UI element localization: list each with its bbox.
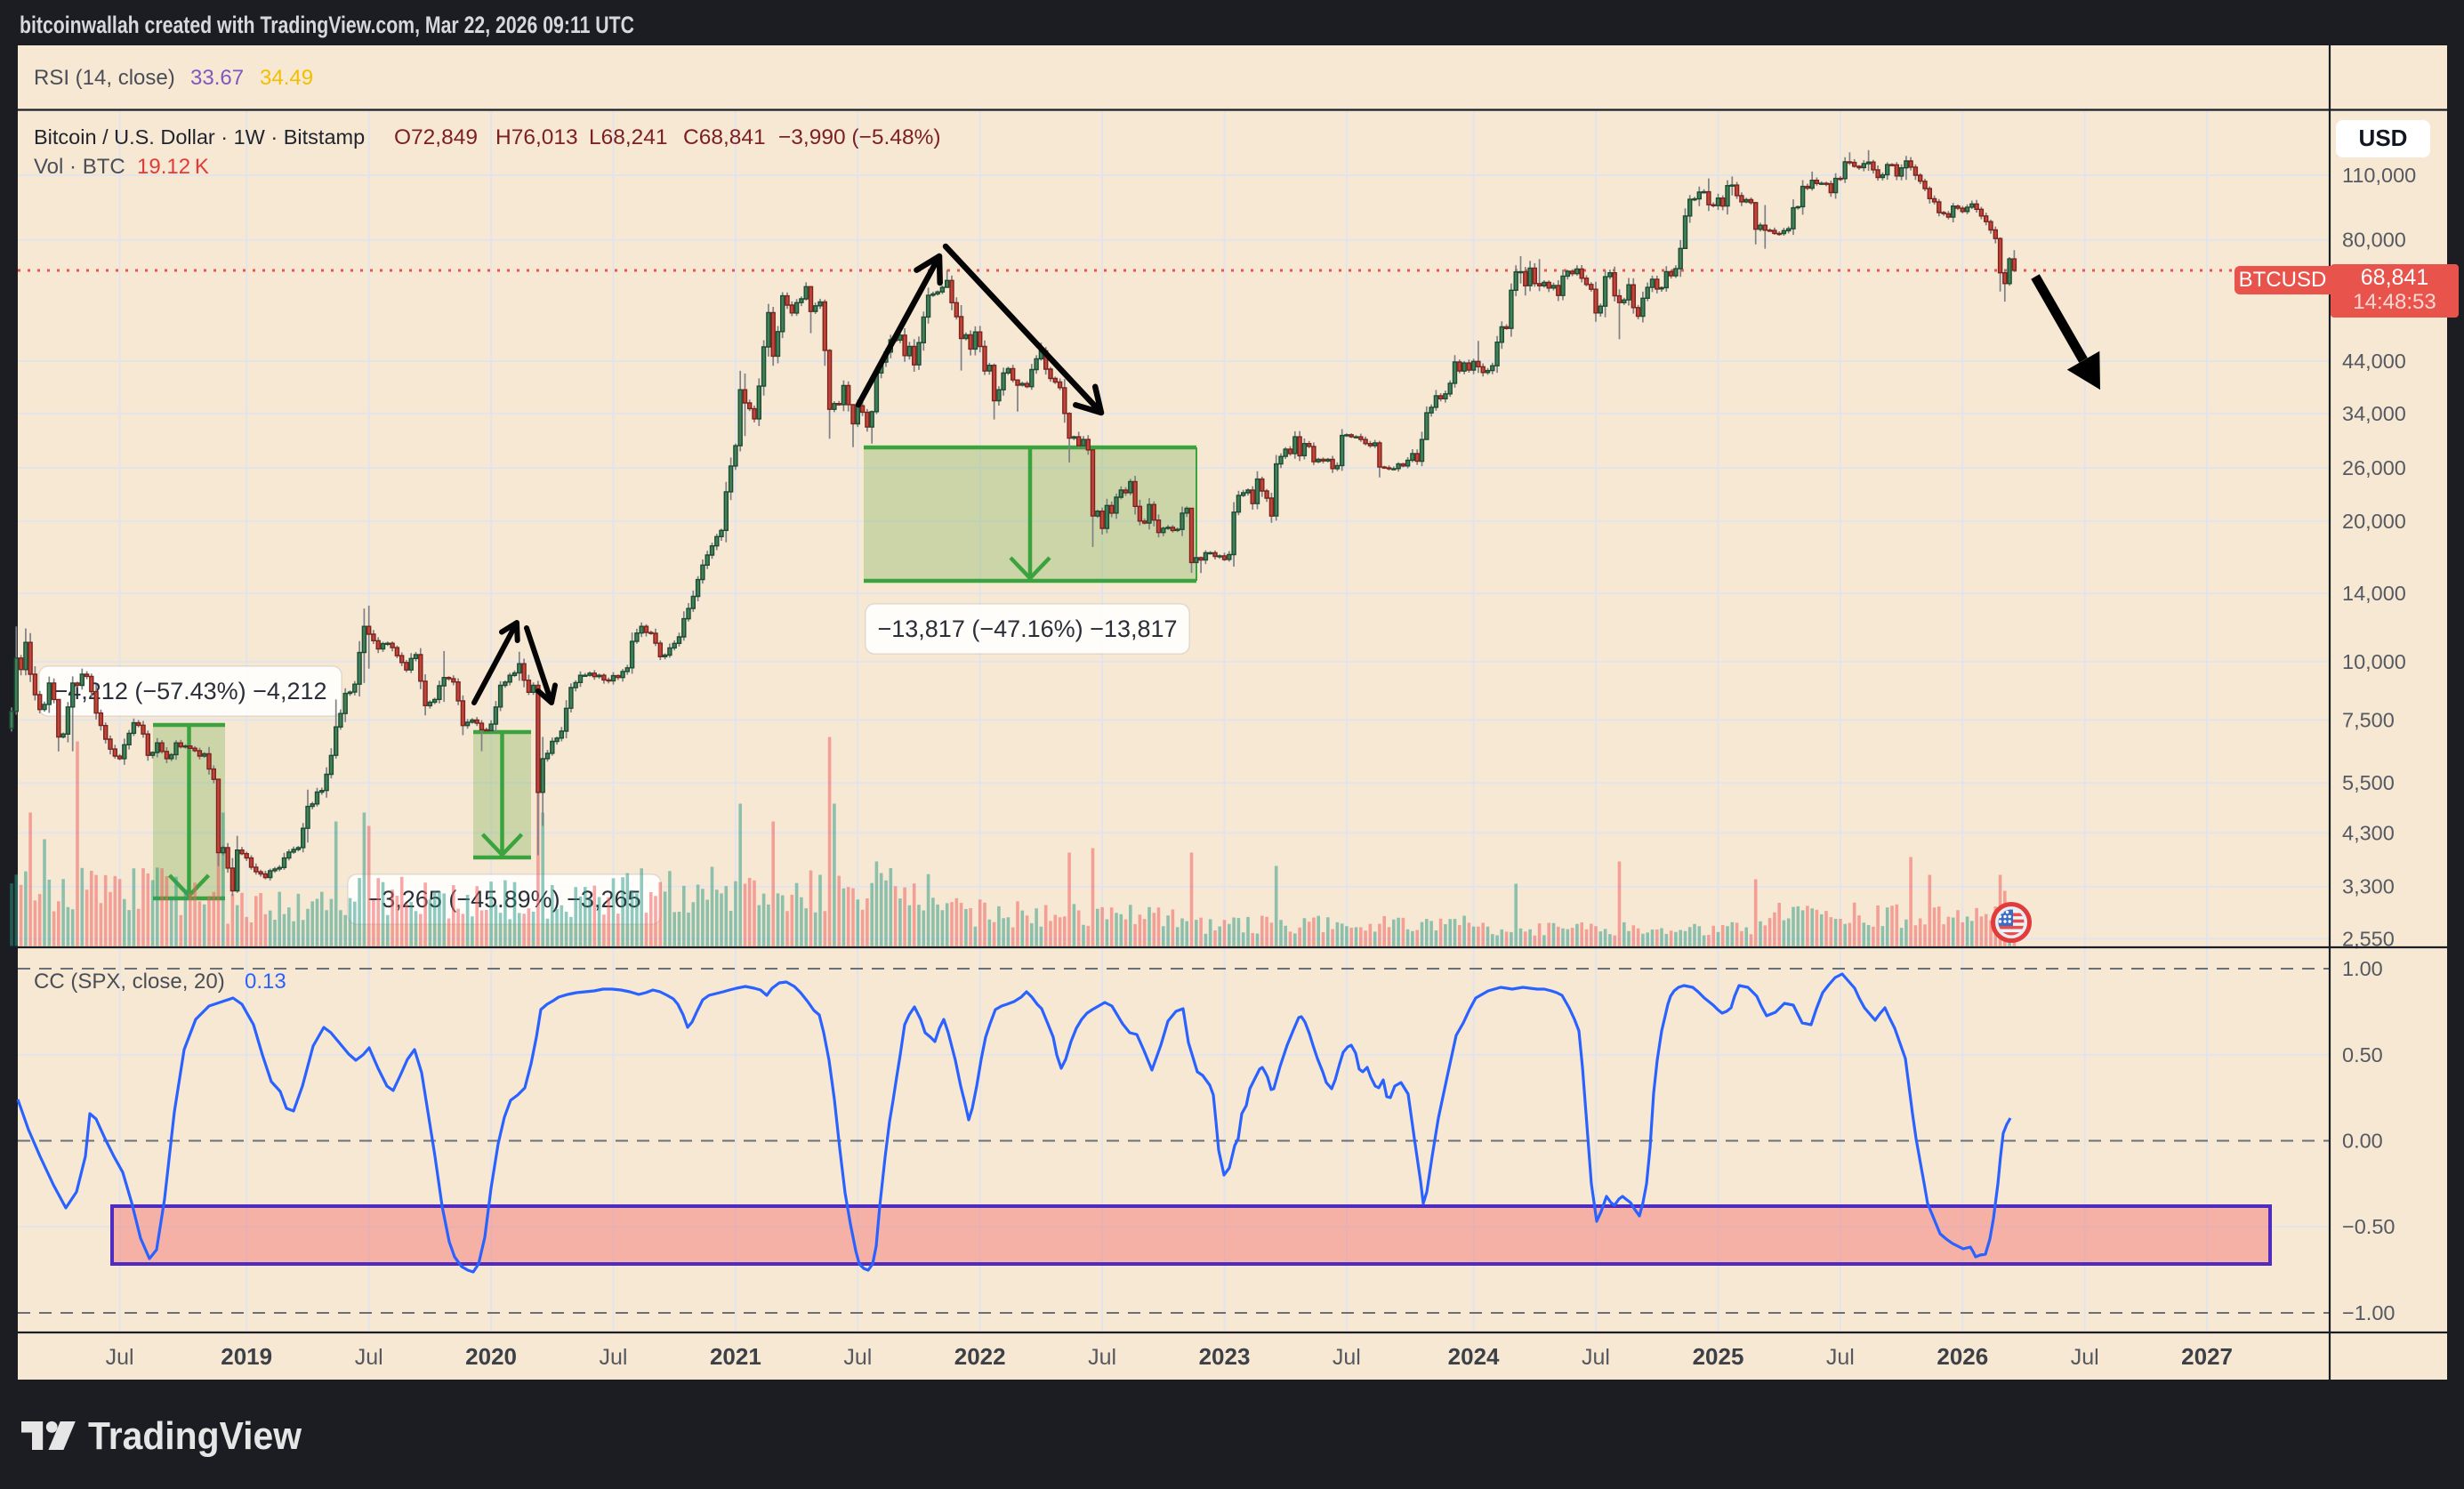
svg-text:7,500: 7,500 bbox=[2342, 709, 2395, 732]
svg-text:4,300: 4,300 bbox=[2342, 821, 2395, 844]
svg-text:TradingView: TradingView bbox=[88, 1414, 302, 1458]
svg-text:C68,841: C68,841 bbox=[683, 125, 766, 149]
svg-text:0.13: 0.13 bbox=[245, 970, 286, 994]
svg-text:19.12 K: 19.12 K bbox=[137, 155, 209, 179]
svg-text:Jul: Jul bbox=[600, 1345, 628, 1370]
svg-text:33.67: 33.67 bbox=[190, 66, 244, 90]
svg-text:68,841: 68,841 bbox=[2361, 265, 2428, 290]
svg-text:bitcoinwallah created with Tra: bitcoinwallah created with TradingView.c… bbox=[20, 12, 634, 38]
svg-text:26,000: 26,000 bbox=[2342, 456, 2406, 479]
svg-text:2020: 2020 bbox=[465, 1343, 517, 1370]
svg-text:Bitcoin / U.S. Dollar · 1W · B: Bitcoin / U.S. Dollar · 1W · Bitstamp bbox=[34, 125, 365, 149]
svg-text:Jul: Jul bbox=[2071, 1345, 2099, 1370]
svg-text:110,000: 110,000 bbox=[2342, 164, 2416, 187]
svg-text:20,000: 20,000 bbox=[2342, 510, 2406, 533]
svg-text:USD: USD bbox=[2359, 125, 2408, 151]
svg-text:Jul: Jul bbox=[1333, 1345, 1361, 1370]
svg-text:2026: 2026 bbox=[1937, 1343, 1988, 1370]
svg-text:−1.00: −1.00 bbox=[2342, 1301, 2395, 1324]
svg-text:2024: 2024 bbox=[1448, 1343, 1500, 1370]
svg-text:1.00: 1.00 bbox=[2342, 957, 2383, 980]
svg-text:2027: 2027 bbox=[2181, 1343, 2233, 1370]
svg-text:14:48:53: 14:48:53 bbox=[2353, 290, 2436, 314]
svg-text:−0.50: −0.50 bbox=[2342, 1215, 2395, 1238]
svg-text:34.49: 34.49 bbox=[260, 66, 313, 90]
svg-text:H76,013: H76,013 bbox=[495, 125, 578, 149]
svg-text:10,000: 10,000 bbox=[2342, 650, 2406, 673]
svg-text:Jul: Jul bbox=[1826, 1345, 1855, 1370]
svg-text:Vol · BTC: Vol · BTC bbox=[34, 155, 125, 179]
svg-text:Jul: Jul bbox=[355, 1345, 383, 1370]
svg-text:44,000: 44,000 bbox=[2342, 350, 2406, 373]
svg-text:Jul: Jul bbox=[106, 1345, 134, 1370]
svg-text:3,300: 3,300 bbox=[2342, 875, 2395, 898]
svg-text:2023: 2023 bbox=[1199, 1343, 1251, 1370]
svg-text:2022: 2022 bbox=[954, 1343, 1006, 1370]
svg-text:−3,990 (−5.48%): −3,990 (−5.48%) bbox=[778, 125, 941, 149]
svg-text:2021: 2021 bbox=[710, 1343, 761, 1370]
svg-text:O72,849: O72,849 bbox=[394, 125, 478, 149]
svg-text:0.50: 0.50 bbox=[2342, 1043, 2383, 1066]
svg-text:Jul: Jul bbox=[1582, 1345, 1610, 1370]
svg-text:Jul: Jul bbox=[843, 1345, 872, 1370]
svg-text:Jul: Jul bbox=[1088, 1345, 1116, 1370]
svg-text:2019: 2019 bbox=[221, 1343, 272, 1370]
svg-text:34,000: 34,000 bbox=[2342, 402, 2406, 425]
svg-text:RSI (14, close): RSI (14, close) bbox=[34, 66, 175, 90]
svg-text:−13,817 (−47.16%) −13,817: −13,817 (−47.16%) −13,817 bbox=[877, 616, 1177, 642]
svg-text:2025: 2025 bbox=[1693, 1343, 1744, 1370]
svg-text:0.00: 0.00 bbox=[2342, 1130, 2383, 1153]
svg-text:80,000: 80,000 bbox=[2342, 229, 2406, 252]
svg-text:L68,241: L68,241 bbox=[589, 125, 668, 149]
svg-text:CC (SPX, close, 20): CC (SPX, close, 20) bbox=[34, 970, 225, 994]
svg-text:BTCUSD: BTCUSD bbox=[2239, 268, 2327, 292]
svg-text:14,000: 14,000 bbox=[2342, 582, 2406, 605]
svg-text:5,500: 5,500 bbox=[2342, 771, 2395, 794]
svg-text:−4,212 (−57.43%) −4,212: −4,212 (−57.43%) −4,212 bbox=[54, 678, 327, 704]
